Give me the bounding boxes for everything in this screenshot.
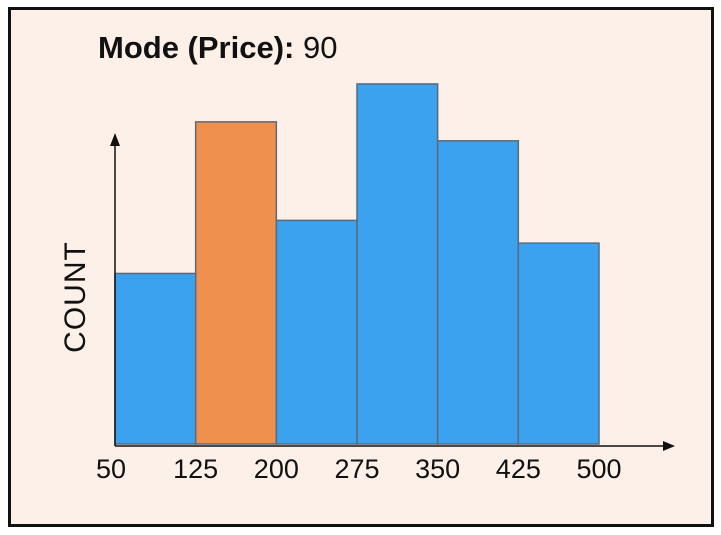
title-value: 90: [302, 30, 338, 65]
bar-275-350: [356, 83, 439, 445]
x-tick-label: 350: [415, 454, 460, 484]
x-tick-label: 50: [96, 454, 126, 484]
axes-group: [110, 133, 675, 451]
title-label: Mode (Price):: [98, 30, 295, 65]
x-tick-label: 500: [576, 454, 621, 484]
bar-350-425: [436, 140, 520, 445]
tick-labels-group: 50 125 200 275 350 425 500: [96, 454, 622, 484]
x-tick-label: 125: [173, 454, 218, 484]
x-tick-label: 425: [496, 454, 541, 484]
bars-group: [114, 83, 600, 445]
bar-200-275: [275, 219, 358, 445]
x-tick-label: 200: [254, 454, 299, 484]
chart-title: Mode (Price): 90: [98, 30, 337, 66]
bar-425-500: [517, 242, 600, 445]
x-axis-arrowhead: [663, 441, 675, 451]
bar-125-200: [194, 121, 278, 445]
bar-50-125: [114, 272, 197, 445]
x-tick-label: 275: [334, 454, 379, 484]
y-axis-arrowhead: [110, 133, 120, 146]
